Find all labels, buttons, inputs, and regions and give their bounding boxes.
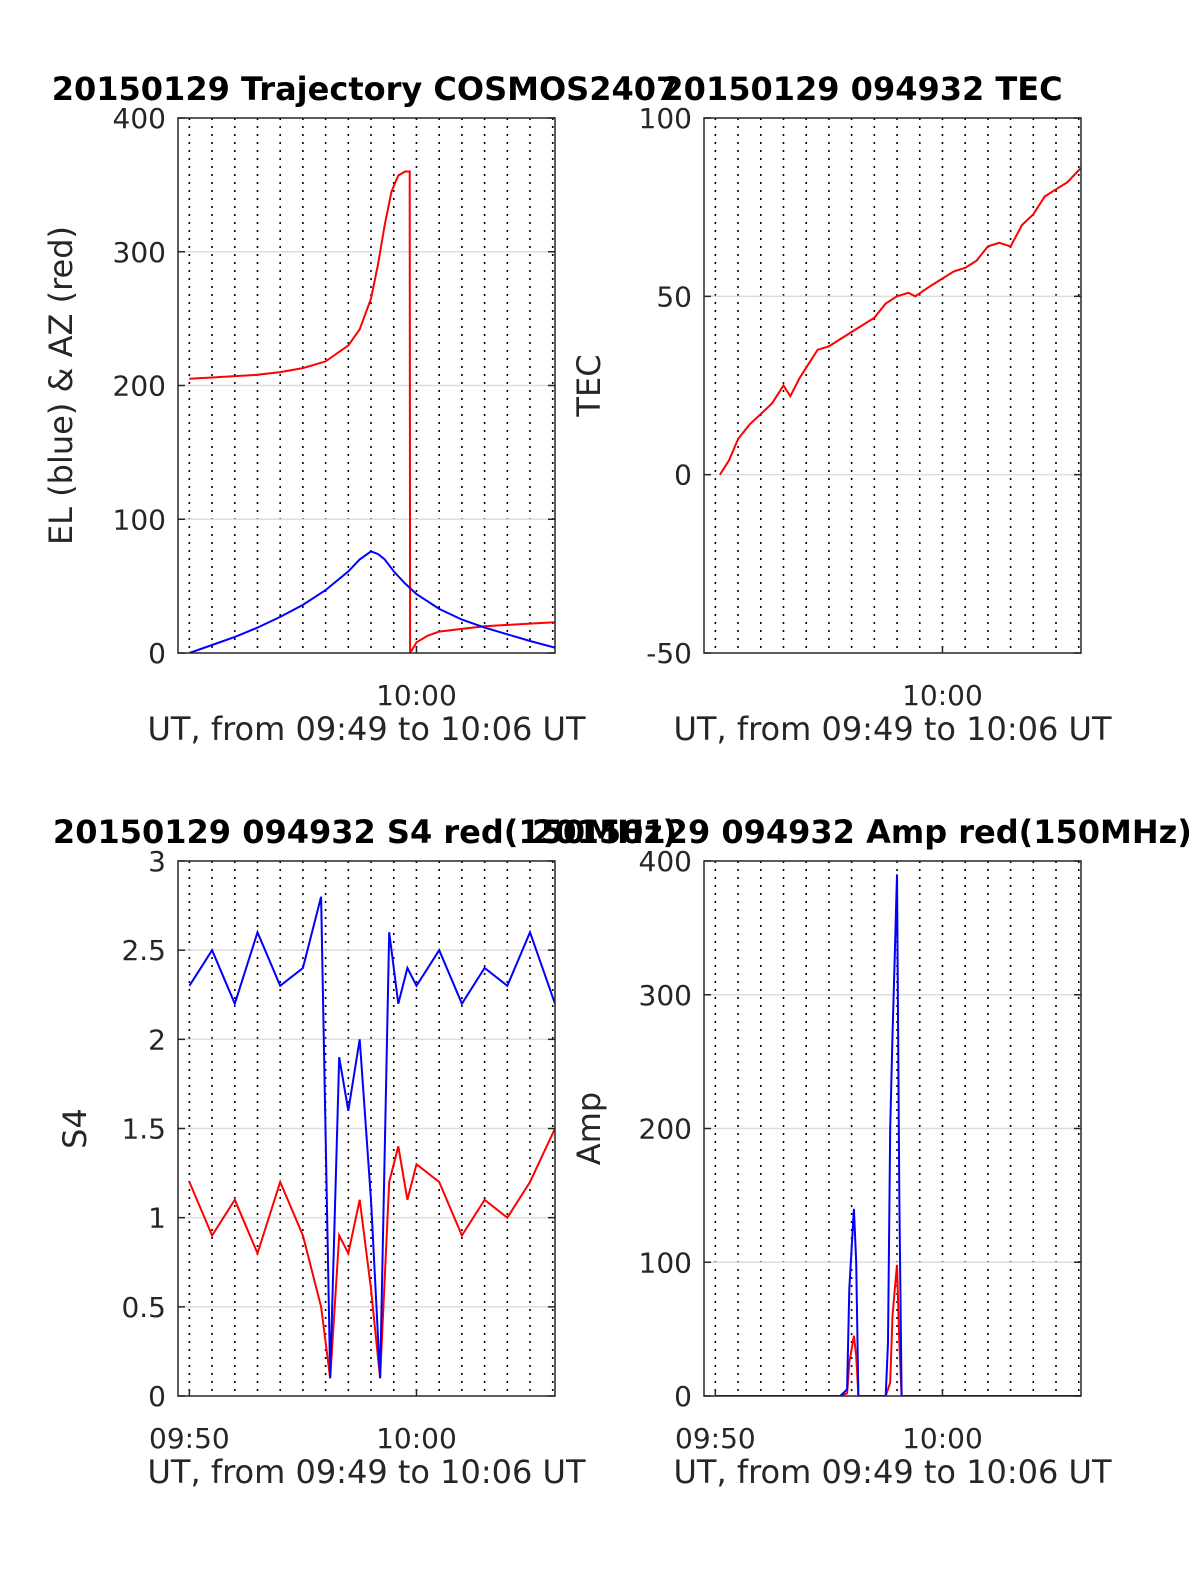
y-axis-label: EL (blue) & AZ (red)	[42, 226, 80, 545]
x-axis-label: UT, from 09:49 to 10:06 UT	[148, 1453, 586, 1491]
y-tick-label: 1.5	[121, 1113, 166, 1146]
y-tick-label: 0	[674, 1380, 692, 1413]
x-axis-label: UT, from 09:49 to 10:06 UT	[674, 1453, 1112, 1491]
y-tick-label: 0	[148, 637, 166, 670]
series-line-2	[189, 550, 555, 653]
y-tick-label: 300	[113, 236, 166, 269]
x-tick-label: 10:00	[376, 679, 457, 712]
y-tick-label: 0	[674, 459, 692, 492]
y-tick-label: 400	[639, 845, 692, 878]
x-tick-label: 10:00	[902, 1422, 983, 1455]
y-tick-label: 1	[148, 1202, 166, 1235]
y-tick-label: 200	[113, 370, 166, 403]
y-tick-label: 50	[656, 280, 692, 313]
y-tick-label: 200	[639, 1113, 692, 1146]
x-axis-label: UT, from 09:49 to 10:06 UT	[674, 710, 1112, 748]
series-line-1	[188, 1128, 555, 1379]
y-tick-label: 3	[148, 845, 166, 878]
x-tick-label: 10:00	[902, 679, 983, 712]
series-line-2	[188, 896, 555, 1379]
x-tick-label: 09:50	[149, 1422, 230, 1455]
y-tick-label: 100	[639, 102, 692, 135]
chart-title: 20150129 094932 S4 red(150MHz)	[53, 813, 677, 851]
y-tick-label: 2	[148, 1023, 166, 1056]
chart-title: 20150129 Trajectory COSMOS2407	[52, 70, 679, 108]
series-line-1	[189, 170, 555, 653]
y-tick-label: 2.5	[121, 934, 166, 967]
plot-area	[704, 118, 1081, 653]
y-tick-label: -50	[646, 637, 692, 670]
y-tick-label: 400	[113, 102, 166, 135]
y-axis-label: TEC	[570, 354, 608, 417]
y-tick-label: 0.5	[121, 1291, 166, 1324]
y-tick-label: 100	[639, 1246, 692, 1279]
y-axis-label: Amp	[570, 1092, 608, 1165]
y-axis-label: S4	[56, 1108, 94, 1149]
series-line-2	[715, 874, 1081, 1396]
y-tick-label: 300	[639, 979, 692, 1012]
chart-title: 20150129 094932 Amp red(150MHz)	[532, 813, 1192, 851]
y-tick-label: 0	[148, 1380, 166, 1413]
y-tick-label: 100	[113, 503, 166, 536]
x-axis-label: UT, from 09:49 to 10:06 UT	[148, 710, 586, 748]
axes-box	[703, 117, 1082, 654]
x-tick-label: 09:50	[675, 1422, 756, 1455]
chart-title: 20150129 094932 TEC	[661, 70, 1062, 108]
x-tick-label: 10:00	[376, 1422, 457, 1455]
series-line-1	[719, 167, 1081, 476]
